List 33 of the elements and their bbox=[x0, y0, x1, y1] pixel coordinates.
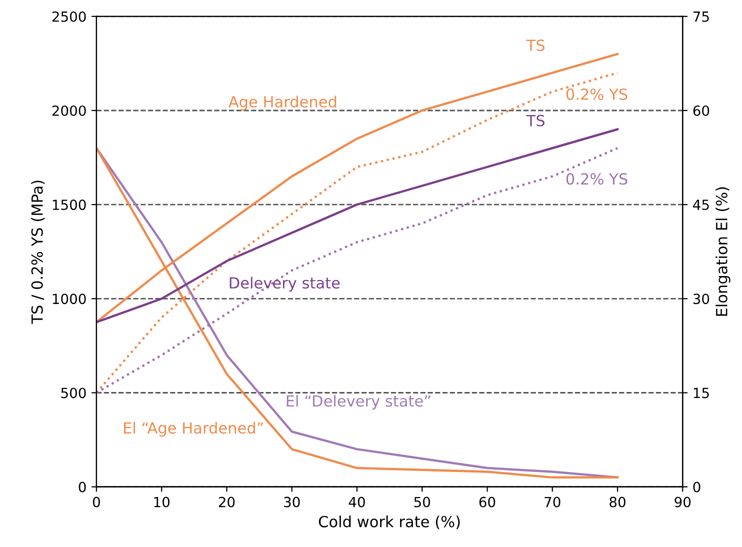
y-tick-label: 1500 bbox=[52, 200, 86, 210]
series-label: TS bbox=[526, 40, 545, 52]
y2-tick-label: 45 bbox=[693, 200, 709, 210]
x-tick-label: 60 bbox=[479, 496, 496, 508]
series-label: El “Age Hardened” bbox=[124, 422, 263, 437]
x-tick-label: 80 bbox=[610, 496, 626, 508]
y2-tick-label: 30 bbox=[693, 294, 710, 304]
y-axis-title: TS / 0.2% YS (MPa) bbox=[31, 180, 45, 324]
x-tick-label: 30 bbox=[284, 496, 300, 508]
y2-tick-label: 15 bbox=[694, 388, 709, 398]
y2-axis-title: Elongation El (%) bbox=[716, 187, 730, 316]
y2-tick-label: 0 bbox=[693, 482, 700, 492]
x-tick-label: 20 bbox=[218, 496, 235, 508]
series-label: 0.2% YS bbox=[566, 173, 628, 185]
annotation: Age Hardened bbox=[228, 96, 336, 110]
y-tick-label: 500 bbox=[61, 388, 86, 398]
y-tick-label: 1000 bbox=[52, 294, 86, 304]
series-label: El “Delevery state” bbox=[286, 394, 430, 410]
series-label: 0.2% YS bbox=[566, 88, 628, 100]
y-tick-label: 2000 bbox=[52, 105, 86, 116]
x-tick-label: 10 bbox=[154, 496, 170, 508]
annotation: Delevery state bbox=[230, 276, 340, 292]
x-tick-label: 70 bbox=[544, 496, 560, 508]
x-tick-label: 90 bbox=[674, 496, 691, 508]
x-axis-title: Cold work rate (%) bbox=[318, 516, 460, 530]
y2-tick-label: 60 bbox=[693, 105, 710, 116]
y-tick-label: 0 bbox=[78, 482, 86, 492]
x-tick-label: 0 bbox=[92, 496, 100, 508]
x-tick-label: 50 bbox=[414, 496, 430, 508]
y2-tick-label: 75 bbox=[694, 12, 709, 22]
x-tick-label: 40 bbox=[348, 496, 365, 508]
series-label: TS bbox=[526, 114, 545, 126]
y-tick-label: 2500 bbox=[52, 11, 86, 22]
